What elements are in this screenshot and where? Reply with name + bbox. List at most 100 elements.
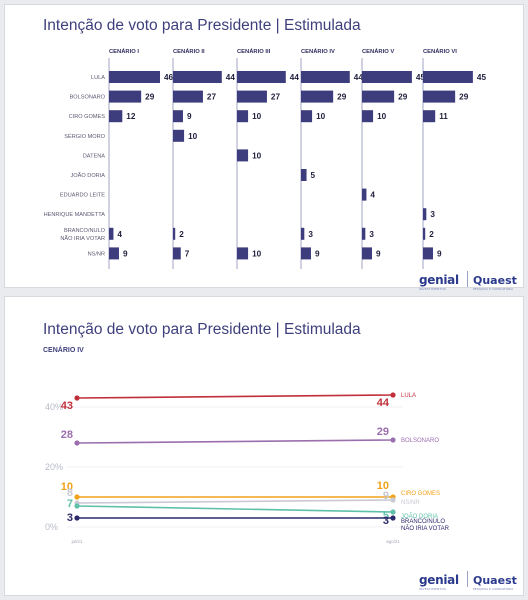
bar — [362, 188, 367, 201]
bar — [237, 149, 249, 162]
quaest-logo-text: Quaest — [473, 574, 517, 587]
bar-value-label: 9 — [187, 112, 192, 121]
bar-value-label: 45 — [477, 73, 487, 82]
bar — [423, 71, 473, 83]
y-tick-label: 0% — [45, 522, 58, 532]
quaest-logo: Quaest PESQUISA E CONSULTORIA — [473, 569, 517, 591]
category-label: SÉRGIO MORO — [64, 133, 105, 140]
bar — [423, 247, 433, 260]
category-label: NS/NR — [88, 251, 105, 257]
end-value-label: 44 — [377, 397, 390, 409]
end-value-label: 29 — [377, 426, 389, 438]
category-label: DATENA — [83, 153, 106, 159]
bar-value-label: 27 — [207, 93, 217, 102]
data-point — [390, 509, 396, 515]
quaest-logo-subtext: PESQUISA E CONSULTORIA — [473, 587, 514, 591]
genial-logo: genial INVESTIMENTOS — [419, 269, 459, 291]
chart-title: Intenção de voto para Presidente | Estim… — [43, 17, 361, 34]
bar-value-label: 9 — [437, 249, 442, 258]
bar-value-label: 4 — [117, 230, 122, 239]
bar-value-label: 9 — [376, 249, 381, 258]
bar-value-label: 2 — [179, 230, 184, 239]
bar-value-label: 3 — [430, 210, 435, 219]
y-tick-label: 20% — [45, 462, 63, 472]
bar — [301, 169, 307, 181]
scenario-header: CENÁRIO III — [237, 48, 271, 55]
quaest-logo-subtext: PESQUISA E CONSULTORIA — [473, 287, 514, 291]
series-name-label: JOÃO DORIA — [401, 513, 438, 520]
genial-logo-subtext: INVESTIMENTOS — [419, 287, 447, 291]
scenario-label: CENÁRIO IV — [43, 347, 84, 354]
bar — [301, 110, 313, 123]
scenario-header: CENÁRIO V — [362, 48, 394, 55]
bar — [301, 71, 350, 83]
end-value-label: 10 — [377, 480, 389, 492]
quaest-logo-text: Quaest — [473, 274, 517, 287]
bar — [109, 227, 114, 240]
quaest-logo: Quaest PESQUISA E CONSULTORIA — [473, 269, 517, 291]
bar — [173, 110, 183, 123]
bar-value-label: 9 — [315, 249, 320, 258]
scenario-header: CENÁRIO VI — [423, 48, 457, 55]
data-point — [74, 503, 80, 509]
series-line — [76, 505, 394, 513]
bar-value-label: 4 — [370, 191, 375, 200]
series-name-label: NÃO IRIA VOTAR — [401, 525, 450, 532]
bar — [301, 227, 305, 240]
bar-value-label: 44 — [290, 73, 300, 82]
data-point — [390, 437, 396, 443]
bar-value-label: 7 — [185, 249, 190, 258]
genial-logo-text: genial — [419, 573, 459, 587]
series-name-label: BRANCO/NULO — [401, 519, 445, 525]
bar-value-label: 9 — [123, 249, 128, 258]
bar — [362, 71, 412, 83]
start-value-label: 28 — [61, 429, 73, 441]
bar — [237, 247, 249, 260]
category-label: EDUARDO LEITE — [60, 193, 105, 199]
bar — [109, 110, 123, 123]
bar-value-label: 29 — [145, 93, 155, 102]
scenario-header: CENÁRIO IV — [301, 48, 335, 55]
category-label: LULA — [91, 75, 105, 81]
bar — [237, 71, 286, 83]
genial-logo-text: genial — [419, 273, 459, 287]
category-label: BRANCO/NULO — [64, 228, 106, 234]
scenario-header: CENÁRIO II — [173, 48, 205, 55]
x-tick-label: jul/21 — [71, 539, 83, 544]
bar-value-label: 45 — [416, 73, 426, 82]
bar — [301, 247, 311, 260]
line-chart-panel: Intenção de voto para Presidente | Estim… — [4, 296, 524, 596]
line-chart: 0% 20% 40% jul/21 ago/21 43 44 LULA 28 29 BOLSONAR… — [45, 392, 450, 544]
series-name-label: CIRO GOMES — [401, 491, 440, 497]
start-value-label: 43 — [61, 400, 73, 412]
genial-logo: genial INVESTIMENTOS — [419, 569, 459, 591]
data-point — [390, 392, 396, 398]
bar-value-label: 10 — [316, 112, 326, 121]
bar — [109, 247, 119, 260]
bar-value-label: 12 — [126, 112, 136, 121]
bar — [362, 110, 374, 123]
bar-chart-panel: Intenção de voto para Presidente | Estim… — [4, 4, 524, 291]
bar — [173, 129, 185, 142]
series-name-label: LULA — [401, 393, 416, 399]
bar-value-label: 10 — [252, 249, 262, 258]
logo-separator — [467, 571, 468, 587]
bar-value-label: 10 — [188, 132, 198, 141]
start-value-label: 8 — [67, 487, 73, 499]
series-line — [76, 439, 394, 444]
category-label: BOLSONARO — [70, 95, 106, 101]
category-label: JOÃO DORIA — [71, 172, 106, 179]
end-value-label: 9 — [383, 490, 389, 502]
scenario-header: CENÁRIO I — [109, 48, 139, 55]
bar-value-label: 27 — [271, 93, 281, 102]
bar-value-label: 10 — [252, 151, 262, 160]
bar — [173, 227, 176, 240]
bar — [362, 227, 366, 240]
bar — [423, 110, 436, 123]
bar-value-label: 29 — [398, 93, 408, 102]
y-tick-label: 40% — [45, 402, 63, 412]
bar-value-label: 46 — [164, 73, 174, 82]
bar-value-label: 29 — [459, 93, 469, 102]
bar — [109, 71, 160, 83]
start-value-label: 7 — [67, 498, 73, 510]
